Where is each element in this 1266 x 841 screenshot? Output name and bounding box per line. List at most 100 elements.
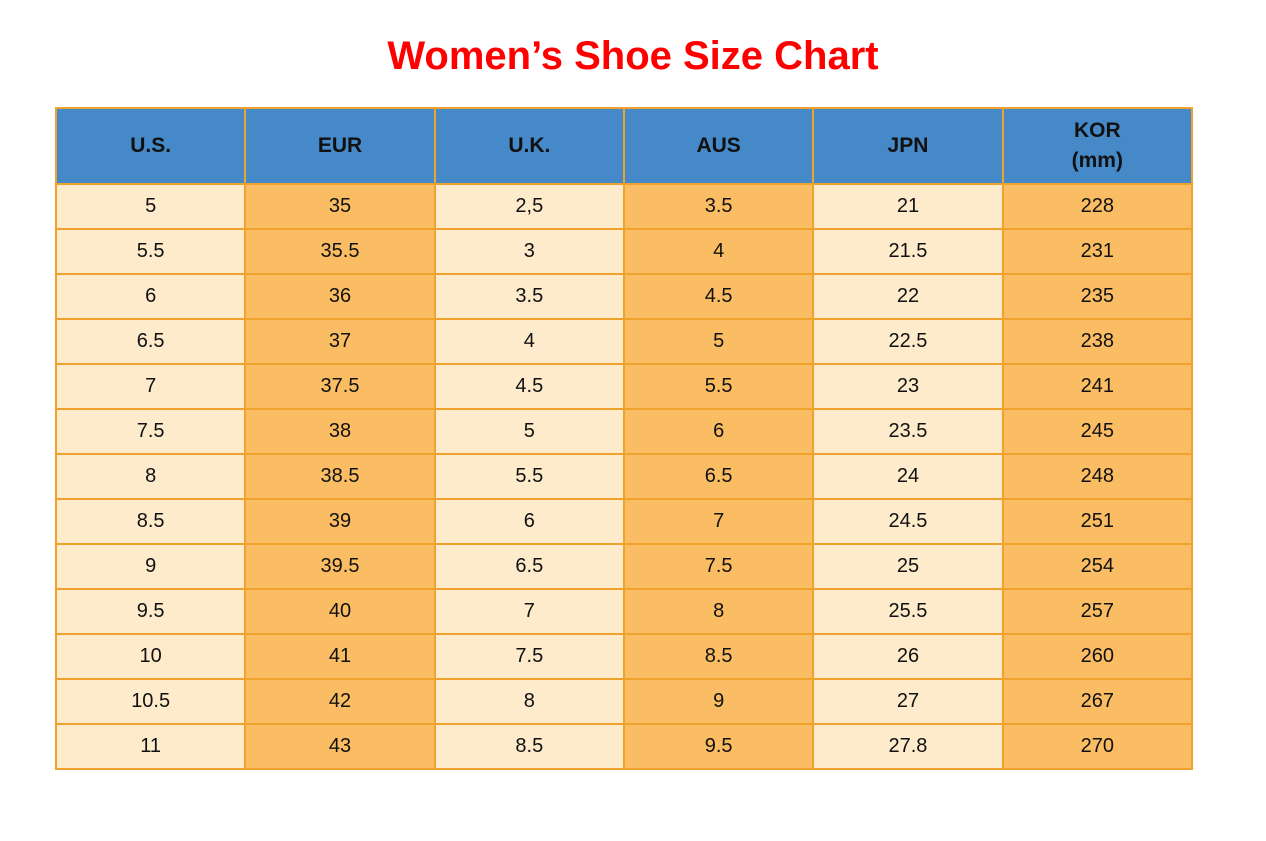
table-cell: 9: [54, 543, 247, 590]
table-cell: 231: [1001, 228, 1194, 275]
table-row: 5 35 2,5 3.5 21 228: [54, 183, 1194, 230]
table-cell: 7.5: [54, 408, 247, 455]
table-cell: 235: [1001, 273, 1194, 320]
table-cell: 22.5: [812, 318, 1004, 365]
table-cell: 245: [1001, 408, 1194, 455]
table-cell: 241: [1001, 363, 1194, 410]
table-row: 10 41 7.5 8.5 26 260: [54, 633, 1194, 680]
table-cell: 6.5: [54, 318, 247, 365]
column-header-unit: (mm): [1071, 149, 1123, 172]
table-cell: 10.5: [54, 678, 247, 725]
table-cell: 4.5: [433, 363, 625, 410]
table-cell: 37: [244, 318, 436, 365]
column-header-label: U.S.: [130, 133, 172, 157]
table-cell: 8: [433, 678, 625, 725]
table-row: 7 37.5 4.5 5.5 23 241: [54, 363, 1194, 410]
table-cell: 8.5: [622, 633, 815, 680]
column-header-jpn: JPN: [812, 107, 1004, 185]
table-row: 6.5 37 4 5 22.5 238: [54, 318, 1194, 365]
table-cell: 260: [1001, 633, 1194, 680]
table-cell: 38.5: [244, 453, 436, 500]
column-header-label: U.K.: [508, 133, 551, 157]
table-cell: 11: [54, 723, 247, 770]
table-cell: 8: [54, 453, 247, 500]
table-cell: 25: [812, 543, 1004, 590]
table-cell: 6: [433, 498, 625, 545]
table-header: U.S. EUR U.K. AUS JPN KOR (mm): [54, 107, 1194, 185]
table-cell: 24.5: [812, 498, 1004, 545]
table-cell: 6.5: [622, 453, 815, 500]
table-cell: 21.5: [812, 228, 1004, 275]
table-cell: 5.5: [54, 228, 247, 275]
table-cell: 36: [244, 273, 436, 320]
table-cell: 21: [812, 183, 1004, 230]
table-cell: 228: [1001, 183, 1194, 230]
table-cell: 5: [54, 183, 247, 230]
table-cell: 3.5: [433, 273, 625, 320]
table-cell: 8.5: [433, 723, 625, 770]
table-cell: 7: [54, 363, 247, 410]
table-cell: 248: [1001, 453, 1194, 500]
table-cell: 25.5: [812, 588, 1004, 635]
table-cell: 251: [1001, 498, 1194, 545]
table-cell: 267: [1001, 678, 1194, 725]
table-row: 10.5 42 8 9 27 267: [54, 678, 1194, 725]
table-cell: 6: [622, 408, 815, 455]
table-cell: 43: [244, 723, 436, 770]
table-cell: 7.5: [622, 543, 815, 590]
table-cell: 5: [433, 408, 625, 455]
table-cell: 270: [1001, 723, 1194, 770]
table-cell: 23: [812, 363, 1004, 410]
table-row: 9 39.5 6.5 7.5 25 254: [54, 543, 1194, 590]
table-cell: 7.5: [433, 633, 625, 680]
table-cell: 5: [622, 318, 815, 365]
table-cell: 5.5: [622, 363, 815, 410]
table-cell: 35.5: [244, 228, 436, 275]
table-cell: 9.5: [54, 588, 247, 635]
column-header-label: JPN: [887, 133, 929, 157]
table-cell: 35: [244, 183, 436, 230]
table-row: 9.5 40 7 8 25.5 257: [54, 588, 1194, 635]
table-cell: 7: [622, 498, 815, 545]
header-row: U.S. EUR U.K. AUS JPN KOR (mm): [54, 107, 1194, 185]
table-cell: 39: [244, 498, 436, 545]
table-cell: 6.5: [433, 543, 625, 590]
page-title: Women’s Shoe Size Chart: [387, 34, 879, 78]
table-row: 6 36 3.5 4.5 22 235: [54, 273, 1194, 320]
table-body: 5 35 2,5 3.5 21 228 5.5 35.5 3 4 21.5 231 6 36 3.5 4.5 2…: [54, 183, 1194, 770]
table-cell: 238: [1001, 318, 1194, 365]
table-cell: 4: [433, 318, 625, 365]
column-header-label: EUR: [317, 133, 363, 157]
column-header-label: KOR: [1073, 118, 1121, 142]
table-cell: 3: [433, 228, 625, 275]
table-cell: 6: [54, 273, 247, 320]
table-cell: 2,5: [433, 183, 625, 230]
table-cell: 5.5: [433, 453, 625, 500]
table-cell: 27: [812, 678, 1004, 725]
table-row: 5.5 35.5 3 4 21.5 231: [54, 228, 1194, 275]
table-cell: 26: [812, 633, 1004, 680]
table-row: 11 43 8.5 9.5 27.8 270: [54, 723, 1194, 770]
table-cell: 8.5: [54, 498, 247, 545]
table-cell: 38: [244, 408, 436, 455]
column-header-uk: U.K.: [433, 107, 625, 185]
shoe-size-table: U.S. EUR U.K. AUS JPN KOR (mm): [54, 107, 1194, 770]
table-cell: 257: [1001, 588, 1194, 635]
column-header-aus: AUS: [622, 107, 815, 185]
column-header-eur: EUR: [244, 107, 436, 185]
table-cell: 23.5: [812, 408, 1004, 455]
table-cell: 24: [812, 453, 1004, 500]
table-cell: 27.8: [812, 723, 1004, 770]
table-cell: 4: [622, 228, 815, 275]
table-cell: 42: [244, 678, 436, 725]
table-cell: 22: [812, 273, 1004, 320]
table-cell: 254: [1001, 543, 1194, 590]
table-cell: 40: [244, 588, 436, 635]
table-cell: 7: [433, 588, 625, 635]
table-row: 7.5 38 5 6 23.5 245: [54, 408, 1194, 455]
column-header-us: U.S.: [54, 107, 247, 185]
column-header-kor: KOR (mm): [1001, 107, 1194, 185]
column-header-label: AUS: [696, 133, 741, 157]
table-cell: 8: [622, 588, 815, 635]
